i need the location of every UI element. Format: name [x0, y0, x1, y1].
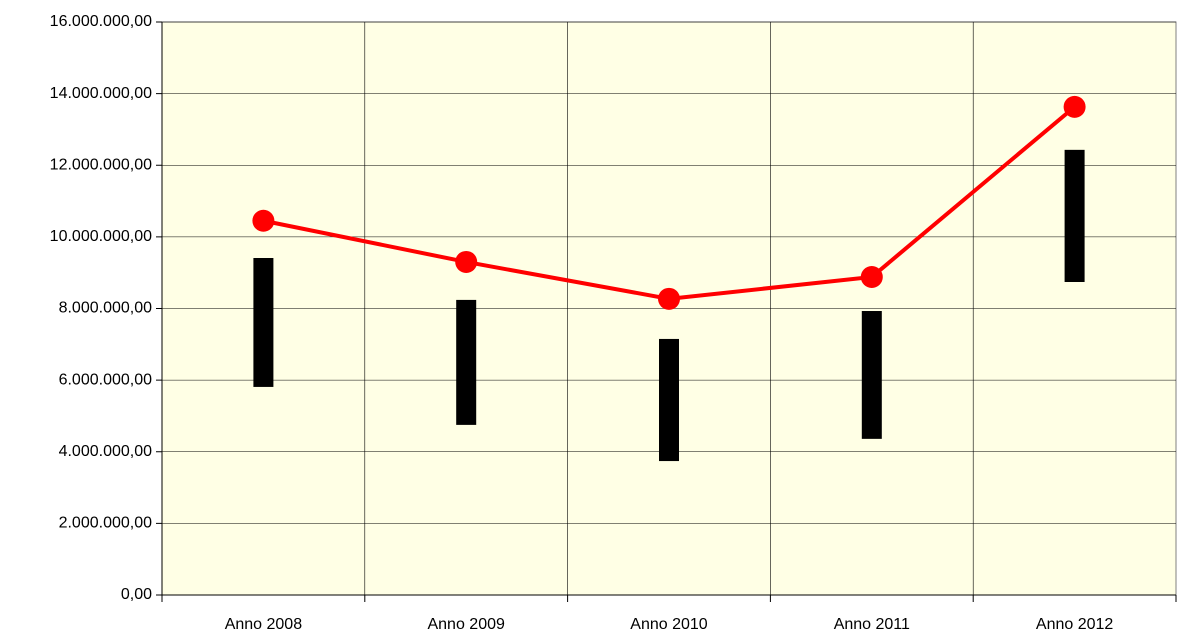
y-tick-label: 10.000.000,00: [50, 228, 152, 245]
y-tick-label: 16.000.000,00: [50, 13, 152, 30]
line-marker: [455, 250, 478, 273]
range-bar: [659, 338, 679, 462]
x-tick-label: Anno 2009: [427, 616, 505, 633]
line-marker: [1063, 95, 1086, 118]
y-tick-label: 8.000.000,00: [59, 300, 153, 317]
y-tick-label: 0,00: [121, 586, 152, 603]
x-tick-label: Anno 2008: [225, 616, 303, 633]
x-tick-label: Anno 2010: [630, 616, 708, 633]
y-tick-label: 2.000.000,00: [59, 515, 153, 532]
line-marker: [252, 209, 275, 232]
y-tick-label: 6.000.000,00: [59, 371, 153, 388]
y-tick-label: 4.000.000,00: [59, 443, 153, 460]
x-tick-label: Anno 2012: [1036, 616, 1114, 633]
range-bar: [861, 311, 882, 439]
line-marker: [860, 265, 883, 288]
y-tick-label: 12.000.000,00: [50, 156, 152, 173]
y-tick-label: 14.000.000,00: [50, 85, 152, 102]
range-bar: [456, 299, 477, 425]
x-tick-label: Anno 2011: [834, 616, 910, 633]
range-bar: [253, 258, 274, 387]
range-bar: [1064, 149, 1085, 282]
line-marker: [658, 287, 680, 310]
